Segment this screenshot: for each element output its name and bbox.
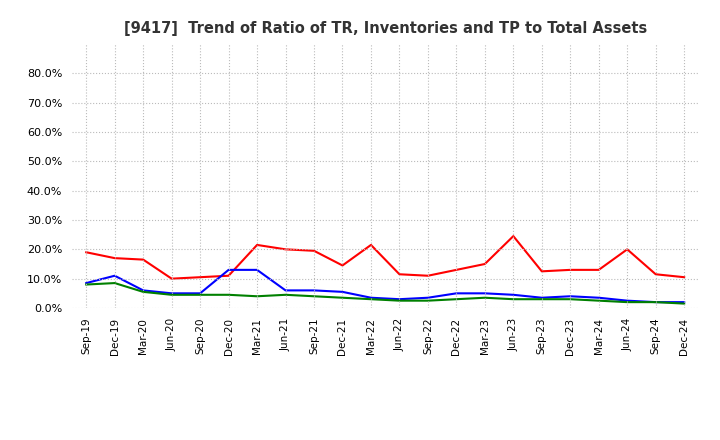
Trade Receivables (139, 257, 148, 262)
Trade Payables (423, 298, 432, 303)
Line: Trade Payables: Trade Payables (86, 283, 684, 304)
Trade Payables (652, 300, 660, 305)
Trade Payables (623, 300, 631, 305)
Inventories (509, 292, 518, 297)
Line: Inventories: Inventories (86, 270, 684, 302)
Inventories (595, 295, 603, 301)
Trade Receivables (566, 267, 575, 272)
Trade Payables (680, 301, 688, 306)
Trade Receivables (366, 242, 375, 248)
Inventories (480, 291, 489, 296)
Inventories (623, 298, 631, 303)
Inventories (167, 291, 176, 296)
Trade Receivables (509, 234, 518, 239)
Trade Receivables (167, 276, 176, 281)
Inventories (82, 280, 91, 286)
Trade Payables (310, 293, 318, 299)
Inventories (652, 300, 660, 305)
Trade Payables (82, 282, 91, 287)
Trade Payables (395, 298, 404, 303)
Trade Payables (139, 289, 148, 294)
Inventories (253, 267, 261, 272)
Inventories (395, 297, 404, 302)
Trade Receivables (196, 275, 204, 280)
Trade Receivables (680, 275, 688, 280)
Trade Receivables (623, 247, 631, 252)
Inventories (139, 288, 148, 293)
Trade Payables (196, 292, 204, 297)
Trade Receivables (652, 271, 660, 277)
Trade Receivables (480, 261, 489, 267)
Inventories (366, 295, 375, 301)
Trade Receivables (423, 273, 432, 279)
Inventories (110, 273, 119, 279)
Inventories (680, 300, 688, 305)
Trade Payables (366, 297, 375, 302)
Inventories (338, 289, 347, 294)
Inventories (423, 295, 432, 301)
Trade Receivables (395, 271, 404, 277)
Trade Receivables (225, 273, 233, 279)
Inventories (537, 295, 546, 301)
Trade Payables (595, 298, 603, 303)
Trade Payables (253, 293, 261, 299)
Inventories (225, 267, 233, 272)
Trade Receivables (253, 242, 261, 248)
Trade Payables (509, 297, 518, 302)
Inventories (452, 291, 461, 296)
Trade Receivables (110, 256, 119, 261)
Inventories (282, 288, 290, 293)
Trade Receivables (595, 267, 603, 272)
Trade Payables (225, 292, 233, 297)
Trade Receivables (338, 263, 347, 268)
Trade Receivables (82, 249, 91, 255)
Inventories (310, 288, 318, 293)
Trade Receivables (282, 247, 290, 252)
Trade Payables (338, 295, 347, 301)
Title: [9417]  Trend of Ratio of TR, Inventories and TP to Total Assets: [9417] Trend of Ratio of TR, Inventories… (124, 21, 647, 36)
Trade Receivables (310, 248, 318, 253)
Trade Payables (110, 280, 119, 286)
Trade Payables (537, 297, 546, 302)
Inventories (566, 293, 575, 299)
Line: Trade Receivables: Trade Receivables (86, 236, 684, 279)
Inventories (196, 291, 204, 296)
Trade Payables (480, 295, 489, 301)
Trade Payables (452, 297, 461, 302)
Trade Payables (282, 292, 290, 297)
Trade Receivables (537, 269, 546, 274)
Trade Payables (167, 292, 176, 297)
Trade Receivables (452, 267, 461, 272)
Trade Payables (566, 297, 575, 302)
